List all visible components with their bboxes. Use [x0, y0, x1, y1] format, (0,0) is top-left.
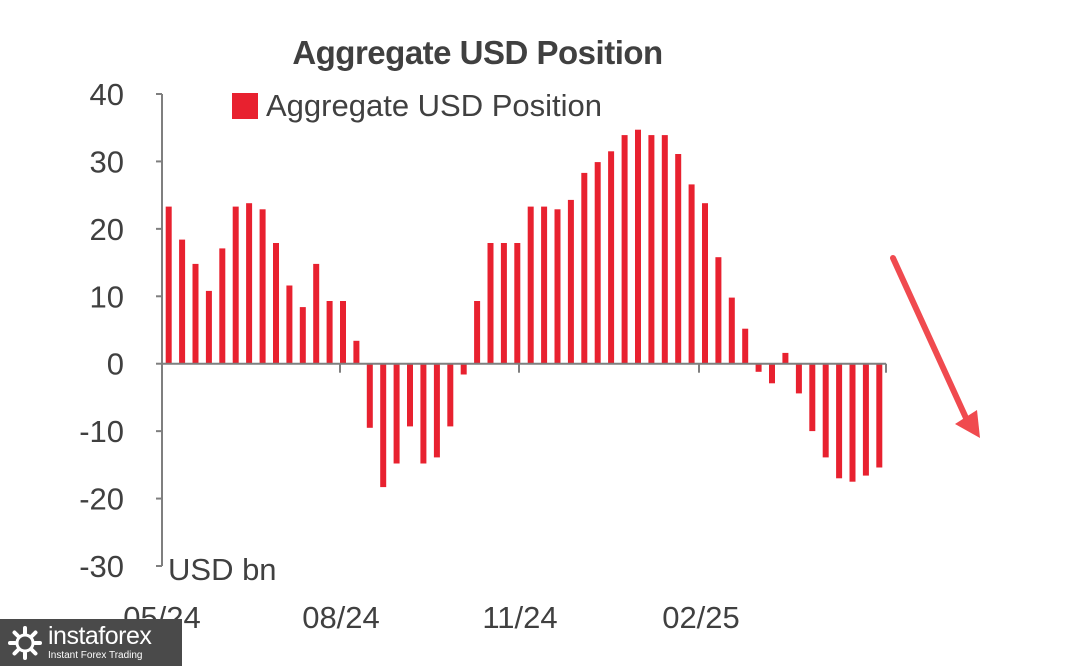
- bar: [380, 363, 387, 488]
- bar: [205, 290, 212, 364]
- down-trend-arrow-shaft: [890, 255, 969, 421]
- bar: [286, 285, 293, 364]
- y-tick-label: 40: [90, 77, 124, 112]
- y-tick-label: -30: [79, 549, 124, 584]
- bar: [353, 340, 360, 364]
- bar: [165, 206, 172, 364]
- y-axis-unit-label: USD bn: [168, 552, 277, 587]
- bar: [246, 203, 253, 364]
- bar: [407, 363, 413, 427]
- instaforex-logo-icon: [8, 625, 42, 660]
- bar: [608, 151, 615, 364]
- y-tick-label: 10: [90, 279, 124, 314]
- watermark: instaforex Instant Forex Trading: [0, 619, 182, 666]
- bar: [527, 206, 534, 364]
- bar: [728, 297, 735, 364]
- bar: [635, 129, 641, 364]
- bar: [849, 363, 856, 482]
- y-tick-label: 20: [90, 212, 124, 247]
- bar: [742, 328, 749, 364]
- bar: [769, 363, 775, 384]
- bar: [500, 243, 507, 364]
- y-tick-label: -20: [79, 482, 124, 517]
- bar: [219, 248, 226, 364]
- bar: [366, 363, 373, 428]
- bar: [340, 301, 346, 364]
- bar: [420, 363, 427, 464]
- x-tick-label: 02/25: [662, 600, 740, 635]
- y-tick-label: 0: [107, 347, 124, 382]
- bar: [688, 184, 695, 364]
- y-tick-label: -10: [79, 414, 124, 449]
- bar: [299, 307, 306, 364]
- legend-label: Aggregate USD Position: [266, 88, 603, 123]
- bar: [876, 363, 883, 468]
- bar: [541, 206, 548, 364]
- legend: Aggregate USD Position: [232, 88, 602, 124]
- bar: [192, 263, 199, 364]
- bar: [273, 243, 279, 364]
- bar: [514, 243, 521, 364]
- bar: [581, 172, 588, 364]
- bar: [259, 209, 266, 364]
- bar: [702, 203, 708, 364]
- chart-title: Aggregate USD Position: [292, 34, 663, 71]
- bar: [594, 162, 601, 364]
- bar: [567, 199, 574, 364]
- bar: [179, 239, 186, 364]
- watermark-tagline: Instant Forex Trading: [48, 650, 143, 661]
- bar: [822, 363, 829, 458]
- bar: [326, 301, 333, 364]
- bar: [809, 363, 816, 432]
- bar: [474, 301, 481, 364]
- bar: [795, 363, 802, 394]
- bar: [782, 352, 789, 364]
- bar: [862, 363, 869, 476]
- bar: [313, 263, 320, 364]
- x-tick-label: 08/24: [302, 600, 380, 635]
- bar: [232, 206, 239, 364]
- x-tick-label: 11/24: [482, 600, 557, 635]
- bar: [755, 363, 762, 372]
- bar: [460, 363, 467, 375]
- bar: [433, 363, 440, 458]
- bar: [487, 243, 494, 364]
- bar: [675, 154, 682, 364]
- bar: [648, 135, 655, 364]
- y-tick-label: 30: [90, 144, 124, 179]
- bar: [621, 135, 628, 364]
- watermark-name: instaforex: [48, 622, 152, 650]
- bar: [715, 257, 722, 364]
- bar: [554, 209, 561, 364]
- down-trend-arrow-icon: [955, 410, 980, 438]
- bar: [661, 135, 668, 364]
- bar: [393, 363, 400, 464]
- bar: [447, 363, 454, 427]
- legend-swatch: [232, 93, 258, 119]
- bar: [836, 363, 843, 479]
